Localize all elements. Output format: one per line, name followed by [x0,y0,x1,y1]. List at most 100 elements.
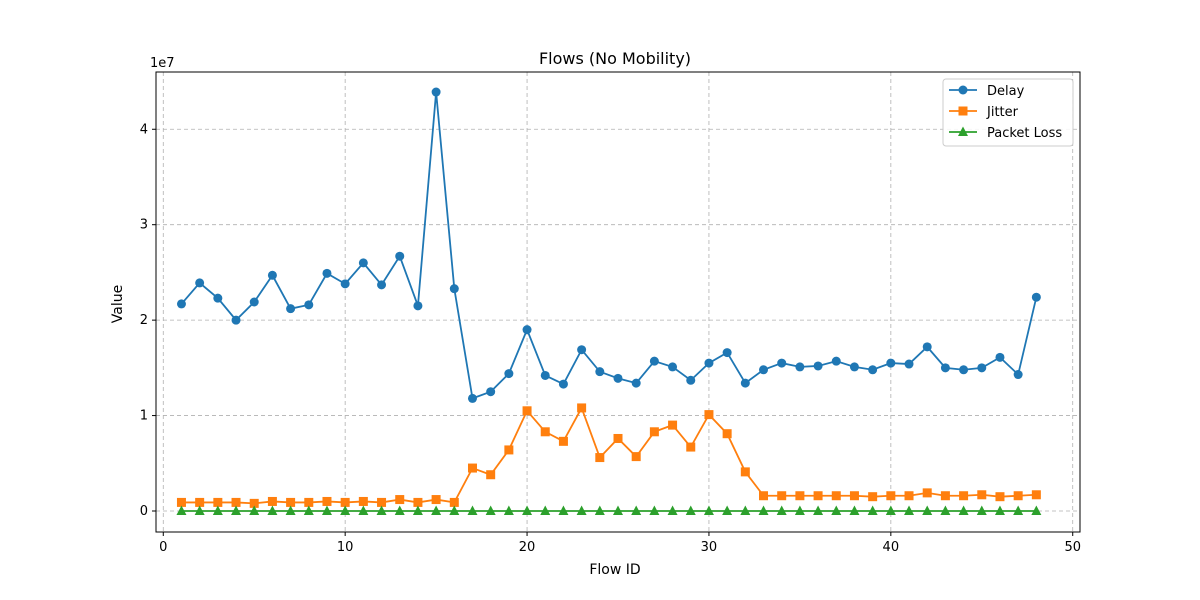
delay-point [395,251,405,261]
delay-point [631,378,641,388]
packet-loss-point [267,505,278,516]
y-tick-label: 2 [140,313,148,328]
jitter-point [813,491,823,501]
packet-loss-point [212,505,223,516]
jitter-point [504,445,514,455]
jitter-point [322,496,332,506]
delay-point [959,365,969,375]
delay-point [922,342,932,352]
packet-loss-point [794,505,805,516]
jitter-point [522,406,532,416]
jitter-point [1031,490,1041,500]
delay-point [540,370,550,380]
packet-loss-point [922,505,933,516]
delay-point [486,387,496,397]
packet-loss-point [558,505,569,516]
jitter-point [231,497,241,507]
delay-point [431,87,441,97]
x-tick-label: 10 [337,540,354,555]
delay-point [1031,292,1041,302]
packet-loss-point [285,505,296,516]
packet-loss-point [522,505,533,516]
jitter-point [759,491,769,501]
legend-entry-packet-loss: Packet Loss [949,126,1062,141]
jitter-point [577,403,587,413]
packet-loss-point [649,505,660,516]
delay-point [286,304,296,314]
legend: Delay Jitter Packet Loss [942,78,1074,147]
delay-point [377,280,387,290]
delay-point [467,393,477,403]
delay-point [322,268,332,278]
packet-loss-point [412,505,423,516]
packet-loss-point [576,505,587,516]
x-tick-label: 40 [883,540,900,555]
y-tick-label: 3 [140,218,148,233]
packet-loss-point [394,505,405,516]
delay-point [231,315,241,325]
jitter-point [340,497,350,507]
packet-loss-point [176,505,187,516]
jitter-point [959,491,969,501]
x-tick-label: 0 [159,540,167,555]
delay-point [595,367,605,377]
jitter-point [486,470,496,480]
legend-entry-delay: Delay [949,84,1025,99]
packet-loss-point [449,505,460,516]
jitter-point [358,496,368,506]
jitter-point [886,491,896,501]
packet-loss-point [431,505,442,516]
jitter-point [286,497,296,507]
packet-loss-point [540,505,551,516]
packet-loss-point [231,505,242,516]
packet-loss-point [776,505,787,516]
packet-loss-point [303,505,314,516]
delay-point [504,369,514,379]
delay-point [249,297,259,307]
delay-point [777,358,787,368]
jitter-point [249,498,259,508]
delay-point [977,363,987,373]
jitter-point [649,427,659,437]
x-tick-label: 30 [701,540,718,555]
packet-loss-point [485,505,496,516]
jitter-point [977,490,987,500]
legend-swatch-marker [958,106,968,116]
jitter-point [904,491,914,501]
legend-label: Jitter [986,105,1019,120]
delay-point [577,345,587,355]
y-tick-label: 0 [140,504,148,519]
series-layer [176,87,1042,516]
delay-point [904,359,914,369]
legend-label: Delay [987,84,1025,99]
packet-loss-point [194,505,205,516]
delay-point [831,356,841,366]
jitter-point [1013,491,1023,501]
packet-loss-point [321,505,332,516]
jitter-point [631,452,641,462]
jitter-point [940,491,950,501]
jitter-point [467,463,477,473]
jitter-point [195,497,205,507]
y-tick-label: 4 [140,122,148,137]
jitter-point [304,497,314,507]
delay-point [195,278,205,288]
ticks: 0 10 20 30 40 50 0 1 2 3 4 [140,122,1081,555]
y-multiplier-label: 1e7 [150,56,175,71]
jitter-point [668,420,678,430]
delay-point [813,361,823,371]
delay-point [886,358,896,368]
jitter-point [540,427,550,437]
jitter-point [449,497,459,507]
delay-point [649,356,659,366]
legend-swatch-marker [958,126,968,136]
packet-loss-point [613,505,623,516]
jitter-point [431,495,441,505]
delay-point [1013,370,1023,380]
packet-loss-point [831,505,842,516]
jitter-point [740,467,750,477]
delay-point [849,362,859,372]
packet-loss-point [376,505,387,516]
delay-point [722,348,732,358]
